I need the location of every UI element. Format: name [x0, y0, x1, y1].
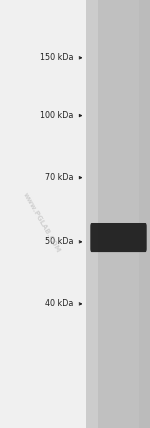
Bar	[86, 0, 98, 428]
Text: www.PGLAB.COM: www.PGLAB.COM	[22, 191, 62, 254]
Text: 100 kDa: 100 kDa	[40, 111, 74, 120]
Text: 50 kDa: 50 kDa	[45, 237, 74, 247]
Bar	[139, 0, 150, 428]
Text: 40 kDa: 40 kDa	[45, 299, 74, 309]
Bar	[86, 0, 150, 428]
Text: 150 kDa: 150 kDa	[40, 53, 74, 62]
Text: 70 kDa: 70 kDa	[45, 173, 74, 182]
FancyBboxPatch shape	[90, 223, 147, 252]
